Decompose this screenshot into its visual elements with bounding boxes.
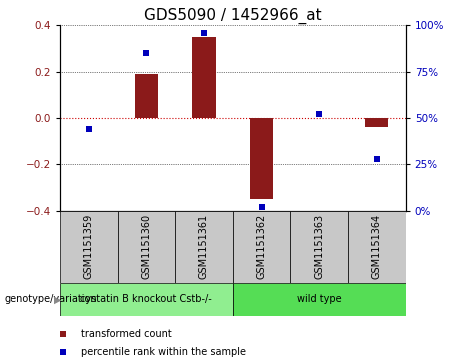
Bar	[193, 37, 216, 118]
FancyBboxPatch shape	[175, 211, 233, 283]
Text: GSM1151360: GSM1151360	[142, 214, 151, 280]
Text: cystatin B knockout Cstb-/-: cystatin B knockout Cstb-/-	[81, 294, 212, 305]
Bar	[135, 74, 158, 118]
Point	[373, 156, 381, 162]
Text: percentile rank within the sample: percentile rank within the sample	[81, 347, 246, 357]
Text: transformed count: transformed count	[81, 329, 171, 339]
Bar	[365, 118, 388, 127]
Text: GSM1151361: GSM1151361	[199, 214, 209, 280]
Point	[85, 126, 92, 132]
Text: GSM1151364: GSM1151364	[372, 214, 382, 280]
Text: GSM1151362: GSM1151362	[257, 214, 266, 280]
Text: genotype/variation: genotype/variation	[5, 294, 97, 305]
FancyBboxPatch shape	[60, 211, 118, 283]
FancyBboxPatch shape	[118, 211, 175, 283]
Text: wild type: wild type	[297, 294, 342, 305]
Bar	[250, 118, 273, 199]
FancyBboxPatch shape	[233, 283, 406, 316]
Point	[315, 111, 323, 117]
Point	[142, 50, 150, 56]
FancyBboxPatch shape	[290, 211, 348, 283]
Point	[258, 204, 266, 210]
Point	[200, 30, 207, 36]
Text: GSM1151363: GSM1151363	[314, 214, 324, 280]
FancyBboxPatch shape	[348, 211, 406, 283]
FancyBboxPatch shape	[233, 211, 290, 283]
Text: ▶: ▶	[54, 294, 62, 305]
Point	[260, 272, 268, 278]
Point	[260, 107, 268, 113]
Text: GSM1151359: GSM1151359	[84, 214, 94, 280]
Title: GDS5090 / 1452966_at: GDS5090 / 1452966_at	[144, 8, 322, 24]
FancyBboxPatch shape	[60, 283, 233, 316]
